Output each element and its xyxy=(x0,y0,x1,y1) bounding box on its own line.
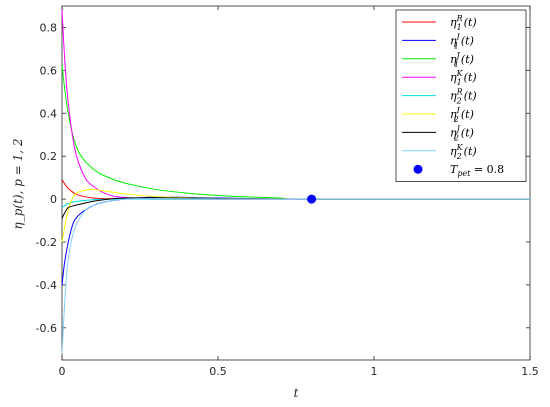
y-tick-label: 0 xyxy=(50,193,57,206)
legend-label: ηJ 2 (t) xyxy=(450,124,474,142)
legend: ηR 1 (t)ηI 1 (t)ηJ 1 (t)ηK 1 (t)ηR 2 (t)ηI 2 (t)ηJ 2(… xyxy=(395,9,527,183)
y-tick-label: -0.2 xyxy=(36,236,57,249)
y-tick-label: -0.4 xyxy=(36,279,57,292)
legend-label: ηR 2 (t) xyxy=(450,88,477,106)
legend-label: Tpet = 0.8 xyxy=(450,163,504,178)
legend-label: ηK 2 (t) xyxy=(450,143,477,161)
x-axis-label: t xyxy=(294,386,299,400)
x-tick-label: 0 xyxy=(59,365,66,378)
series-layer xyxy=(61,10,531,354)
legend-label: ηI 2 (t) xyxy=(450,106,474,124)
x-tick-label: 1.5 xyxy=(521,365,539,378)
y-axis-label: η_p(t), p = 1, 2 xyxy=(11,139,25,230)
x-tick-label: 1 xyxy=(371,365,378,378)
series-line-7 xyxy=(61,198,531,354)
x-tick-label: 0.5 xyxy=(209,365,227,378)
ticks: 0 0.5 1 1.5 -0.6 -0.4 -0.2 0 0.2 0.4 0.6 0.8 xyxy=(36,6,539,378)
legend-label: ηJ 1 (t) xyxy=(450,51,474,69)
legend-label: ηK 1 (t) xyxy=(450,69,477,87)
y-tick-label: 0.2 xyxy=(40,150,58,163)
legend-label: ηR 1 (t) xyxy=(450,14,477,32)
legend-marker xyxy=(413,164,423,174)
y-tick-label: 0.8 xyxy=(40,21,58,34)
y-tick-label: 0.4 xyxy=(40,107,58,120)
legend-label: ηI 1 (t) xyxy=(450,32,474,50)
y-tick-label: -0.6 xyxy=(36,322,57,335)
tpet-marker xyxy=(307,194,317,204)
y-tick-label: 0.6 xyxy=(40,64,58,77)
